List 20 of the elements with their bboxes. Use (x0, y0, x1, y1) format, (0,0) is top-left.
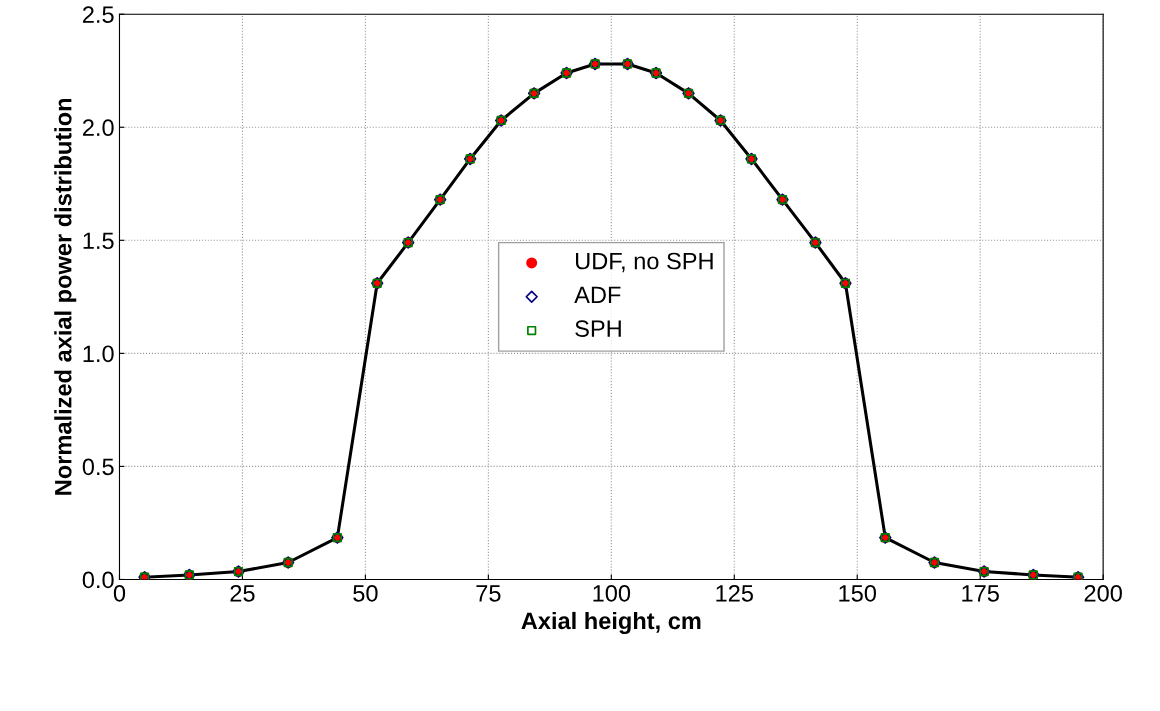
x-tick-label: 50 (353, 584, 378, 602)
x-tick-label: 25 (230, 584, 255, 602)
y-tick-label: 2.5 (82, 6, 114, 24)
x-tick-label: 0 (113, 584, 126, 602)
x-axis-title: Axial height, cm (521, 611, 701, 634)
y-tick-label: 2.0 (82, 119, 114, 137)
legend-label: UDF, no SPH (576, 252, 713, 273)
y-tick-label: 1.5 (83, 232, 114, 250)
legend-label: ADF (574, 286, 621, 303)
x-tick-label: 175 (962, 585, 999, 602)
y-tick-label: 1.0 (83, 345, 114, 363)
x-tick-label: 125 (716, 584, 753, 602)
x-tick-label: 75 (476, 585, 501, 602)
y-tick-label: 0.0 (82, 571, 114, 589)
x-tick-label: 200 (1084, 584, 1122, 602)
y-axis-title: Normalized axial power distribution (54, 98, 77, 495)
x-tick-label: 150 (839, 584, 877, 602)
y-tick-label: 0.5 (82, 458, 114, 476)
x-tick-label: 100 (593, 584, 631, 602)
legend-label: SPH (575, 320, 621, 337)
